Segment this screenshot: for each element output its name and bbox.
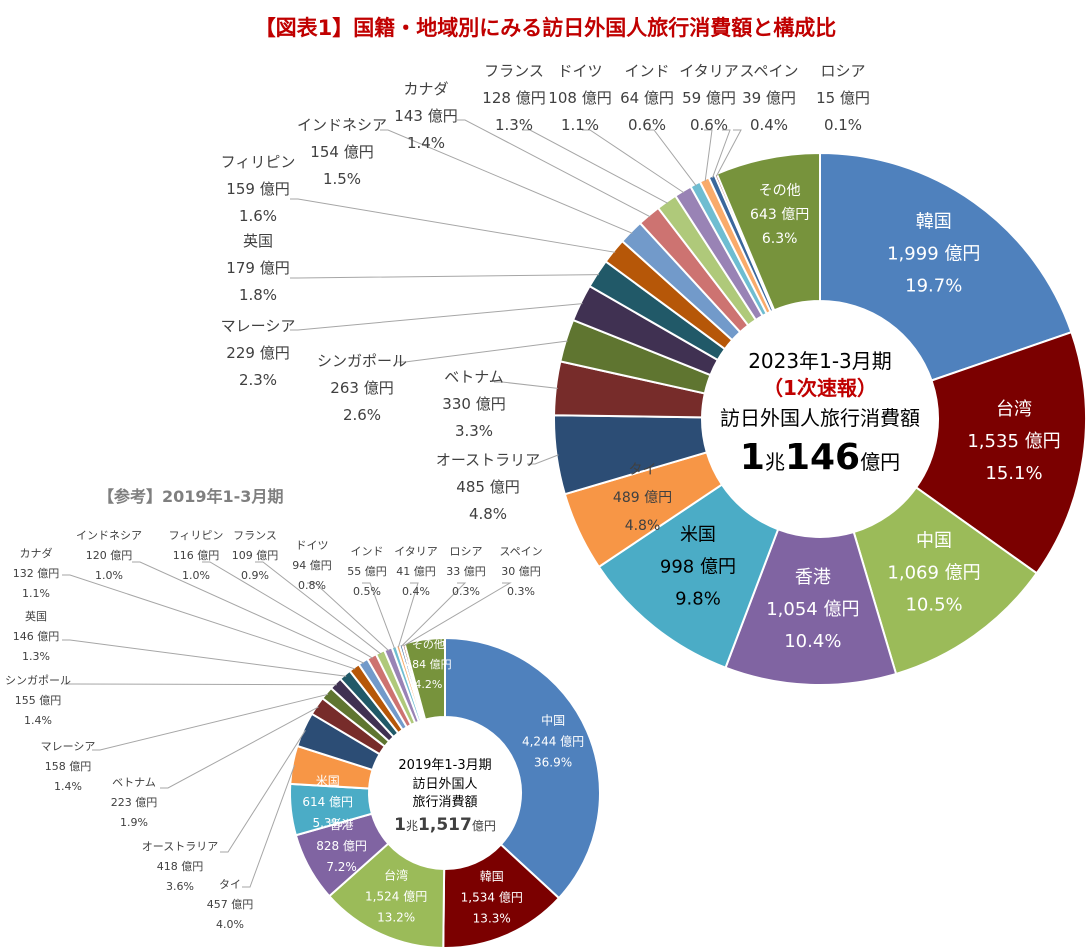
leader-line-15 [307,582,390,652]
slice-label-9: マレーシア 229 億円 2.3% [221,317,296,389]
slice-label-15: ドイツ 94 億円 0.8% [292,539,332,592]
leader-line-11 [62,574,356,670]
slice-label-20: その他 484 億円 4.2% [405,638,452,691]
slice-label-10: 英国 179 億円 1.8% [226,232,289,304]
slice-label-18: ロシア 33 億円 0.3% [446,545,486,598]
slice-label-2: 中国 1,069 億円 10.5% [887,530,980,615]
slice-label-12: インドネシア 154 億円 1.5% [297,116,387,188]
leader-line-18 [400,582,467,647]
leader-line-18 [711,129,731,179]
slice-label-3: 香港 1,054 億円 10.4% [766,567,859,652]
donut-chart-2019: 中国 4,244 億円 36.9% 韓国 1,534 億円 13.3% 台湾 1,524 億円… [5,529,601,948]
slice-label-17: イタリア 59 億円 0.6% [679,62,738,134]
donut-chart-2023: 韓国 1,999 億円 19.7% 台湾 1,535 億円 15.1% 中国 1,069 億円… [221,62,1087,686]
leader-line-17 [704,129,713,182]
leader-line-8 [92,693,329,751]
center-label: 旅行消費額 [412,795,477,810]
slice-label-13: フィリピン 116 億円 1.0% [169,529,224,582]
leader-line-13 [457,119,651,218]
leader-line-7 [160,706,319,789]
leader-line-16 [362,582,396,649]
slice-label-5: タイ 457 億円 4.0% [207,878,254,931]
slice-label-7: ベトナム 223 億円 1.9% [111,776,158,829]
center-total: 1兆1,517億円 [394,815,496,835]
slice-label-17: イタリア 41 億円 0.4% [394,545,438,598]
leader-line-10 [290,274,599,279]
slice-1 [914,330,1087,575]
slice-label-15: ドイツ 108 億円 1.1% [548,62,611,134]
center-period: 2019年1-3月期 [398,758,491,773]
leader-line-14 [522,129,669,204]
slice-20 [715,151,821,312]
slice-label-8: マレーシア 158 億円 1.4% [41,740,96,793]
leader-line-13 [202,561,373,659]
slice-label-11: カナダ 132 億円 1.1% [13,546,60,600]
leader-line-19 [716,129,742,177]
leader-line-6 [527,454,559,465]
slice-label-4: 米国 998 億円 9.8% [660,524,736,609]
slice-label-5: タイ 489 億円 4.8% [613,462,672,534]
slice-label-16: インド 64 億円 0.6% [620,62,674,134]
slice-label-0: 韓国 1,999 億円 19.7% [887,211,980,296]
slice-label-12: インドネシア 120 億円 1.0% [76,529,142,582]
leader-line-12 [132,561,365,664]
slice-label-6: オーストラリア 485 億円 4.8% [436,451,540,523]
slice-label-11: フィリピン 159 億円 1.6% [221,153,296,225]
leader-line-6 [220,730,306,853]
slice-label-18: スペイン 39 億円 0.4% [740,62,799,134]
center-subtitle: 訪日外国人 [412,776,477,792]
slice-label-10: 英国 146 億円 1.3% [13,609,60,663]
slice-label-8: シンガポール 263 億円 2.6% [317,352,407,424]
slice-label-19: ロシア 15 億円 0.1% [816,62,870,134]
leader-line-9 [290,303,583,331]
slice-label-0: 中国 4,244 億円 36.9% [522,713,584,770]
leader-line-9 [64,683,337,686]
leader-line-16 [646,129,697,187]
center-period: 2023年1-3月期 [748,349,892,373]
leader-line-19 [403,582,512,647]
slice-label-13: カナダ 143 億円 1.4% [394,80,457,152]
leader-line-10 [62,639,347,677]
slice-label-16: インド 55 億円 0.5% [347,545,387,598]
slice-0 [819,151,1073,382]
slice-label-14: フランス 128 億円 1.3% [482,62,545,134]
chart-title: 【図表1】国籍・地域別にみる訪日外国人旅行消費額と構成比 [254,16,837,40]
slice-label-9: シンガポール 155 億円 1.4% [5,674,71,727]
slice-label-1: 台湾 1,535 億円 15.1% [967,399,1060,484]
slice-label-3: 香港 828 億円 7.2% [316,818,367,874]
reference-title: 【参考】2019年1-3月期 [98,487,284,506]
slice-20 [403,636,446,721]
leader-line-11 [290,198,616,253]
leader-line-12 [380,129,633,234]
slice-label-7: ベトナム 330 億円 3.3% [442,368,505,440]
slice-label-14: フランス 109 億円 0.9% [232,529,279,582]
leader-line-7 [494,381,558,389]
leader-line-15 [582,129,685,194]
center-total: 1兆146億円 [740,437,900,478]
slice-label-20: その他 643 億円 6.3% [750,183,809,247]
leader-line-14 [255,561,382,655]
center-label: 訪日外国人旅行消費額 [720,406,920,430]
leader-line-8 [397,340,568,363]
slice-label-6: オーストラリア 418 億円 3.6% [142,840,218,893]
slice-label-1: 韓国 1,534 億円 13.3% [461,869,523,925]
slice-label-4: 米国 614 億円 5.3% [302,774,353,830]
center-subtitle: （1次速報） [763,376,877,400]
leader-line-17 [397,582,419,648]
leader-line-5 [242,764,296,888]
slice-0 [444,636,601,900]
slice-label-2: 台湾 1,524 億円 13.2% [365,867,427,924]
slice-label-19: スペイン 30 億円 0.3% [499,545,542,598]
